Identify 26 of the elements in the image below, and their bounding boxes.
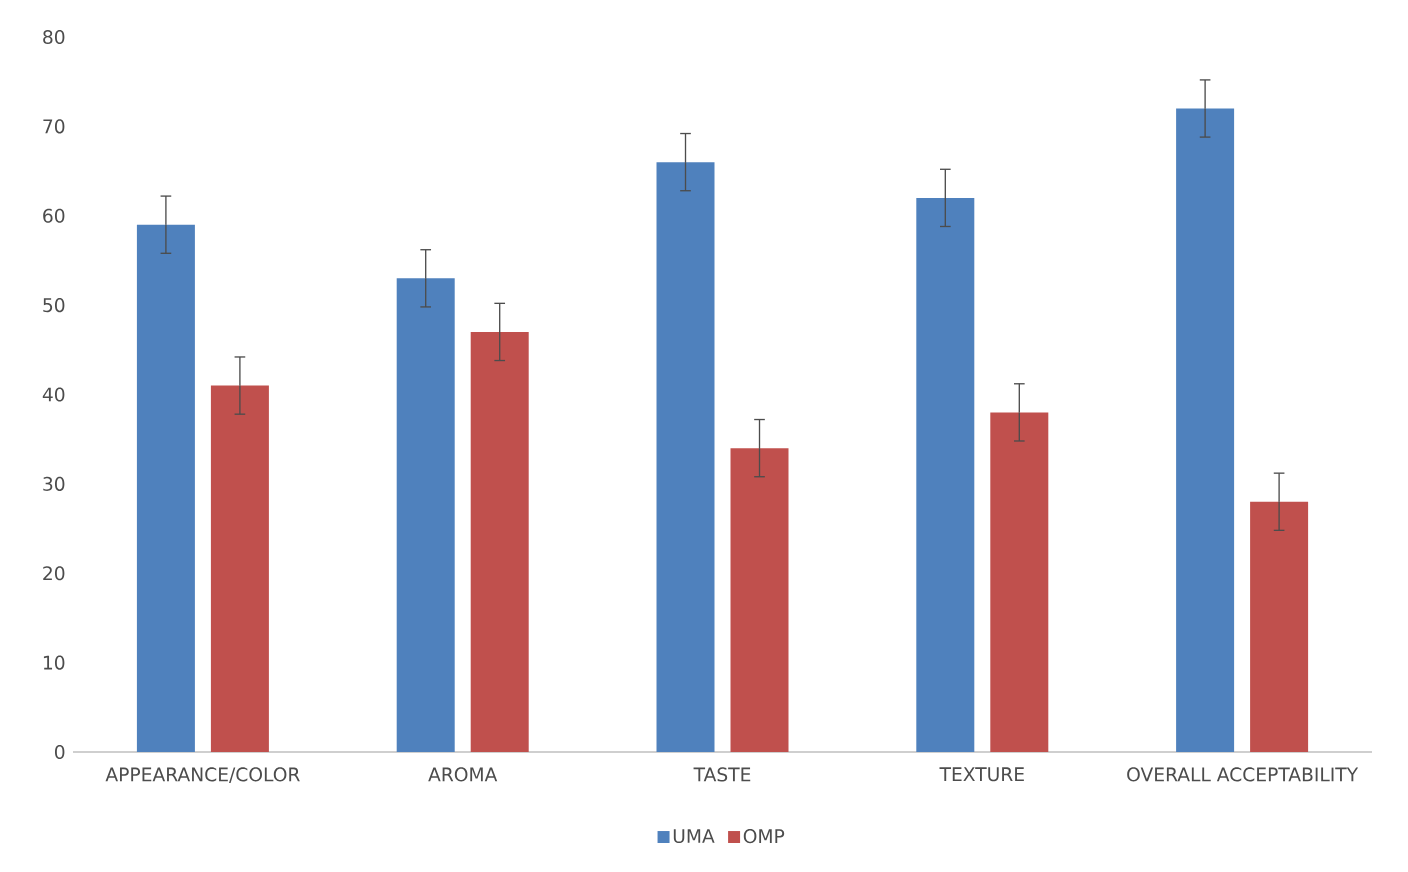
y-tick-label: 60 (43, 208, 65, 223)
bar (656, 162, 715, 752)
bar (730, 448, 789, 752)
x-tick-label: OVERALL ACCEPTABILITY (1127, 767, 1359, 782)
bar (210, 385, 269, 752)
x-tick-label: TASTE (693, 767, 751, 782)
y-tick-label: 0 (54, 744, 65, 760)
bar (470, 331, 529, 752)
legend-label: OMP (743, 829, 785, 844)
bar (136, 224, 195, 752)
y-tick-label: 80 (43, 29, 65, 45)
y-tick-label: 30 (43, 476, 65, 491)
y-tick-label: 20 (43, 566, 65, 581)
y-tick-label: 40 (42, 387, 65, 402)
bar (990, 412, 1049, 752)
bar (916, 197, 975, 752)
legend-label: UMA (673, 829, 715, 844)
x-tick-label: AROMA (428, 767, 498, 782)
y-tick-label: 10 (43, 655, 65, 670)
y-tick-label: 70 (43, 119, 65, 134)
bar (396, 278, 455, 752)
bar (1176, 108, 1235, 752)
x-tick-label: APPEARANCE/COLOR (105, 767, 300, 783)
bar (1250, 501, 1309, 752)
y-tick-label: 50 (43, 298, 65, 313)
x-tick-label: TEXTURE (939, 767, 1024, 782)
